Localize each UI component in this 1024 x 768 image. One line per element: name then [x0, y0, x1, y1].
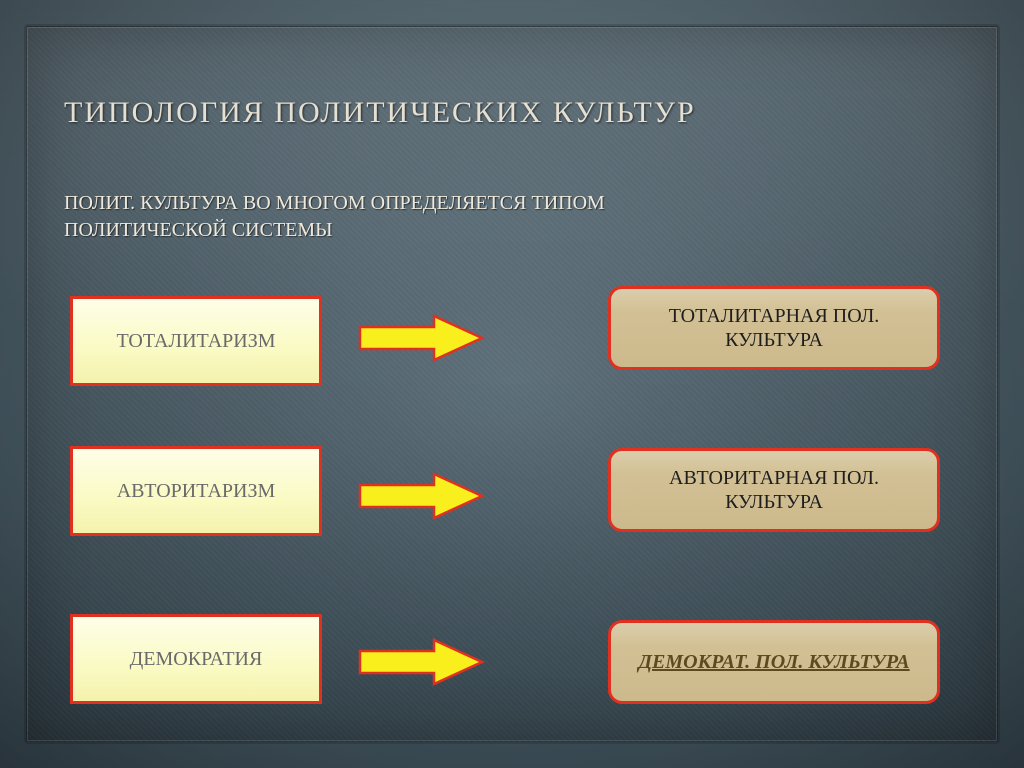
right-box-totalitarian-culture: ТОТАЛИТАРНАЯ ПОЛ. КУЛЬТУРА: [608, 286, 940, 370]
right-box-democratic-culture: ДЕМОКРАТ. ПОЛ. КУЛЬТУРА: [608, 620, 940, 704]
arrow-icon: [356, 312, 486, 364]
left-box-democracy: ДЕМОКРАТИЯ: [70, 614, 322, 704]
right-box-authoritarian-culture: АВТОРИТАРНАЯ ПОЛ. КУЛЬТУРА: [608, 448, 940, 532]
subtitle-line-2: ПОЛИТИЧЕСКОЙ СИСТЕМЫ: [64, 217, 605, 244]
slide: ТИПОЛОГИЯ ПОЛИТИЧЕСКИХ КУЛЬТУР ПОЛИТ. КУ…: [0, 0, 1024, 768]
arrow-row-3: [356, 636, 486, 688]
arrow-row-1: [356, 312, 486, 364]
slide-title: ТИПОЛОГИЯ ПОЛИТИЧЕСКИХ КУЛЬТУР: [64, 96, 696, 130]
arrow-icon: [356, 636, 486, 688]
subtitle-line-1: ПОЛИТ. КУЛЬТУРА ВО МНОГОМ ОПРЕДЕЛЯЕТСЯ Т…: [64, 190, 605, 217]
arrow-row-2: [356, 470, 486, 522]
left-box-authoritarianism: АВТОРИТАРИЗМ: [70, 446, 322, 536]
arrow-icon: [356, 470, 486, 522]
slide-subtitle: ПОЛИТ. КУЛЬТУРА ВО МНОГОМ ОПРЕДЕЛЯЕТСЯ Т…: [64, 190, 605, 244]
left-box-totalitarianism: ТОТАЛИТАРИЗМ: [70, 296, 322, 386]
